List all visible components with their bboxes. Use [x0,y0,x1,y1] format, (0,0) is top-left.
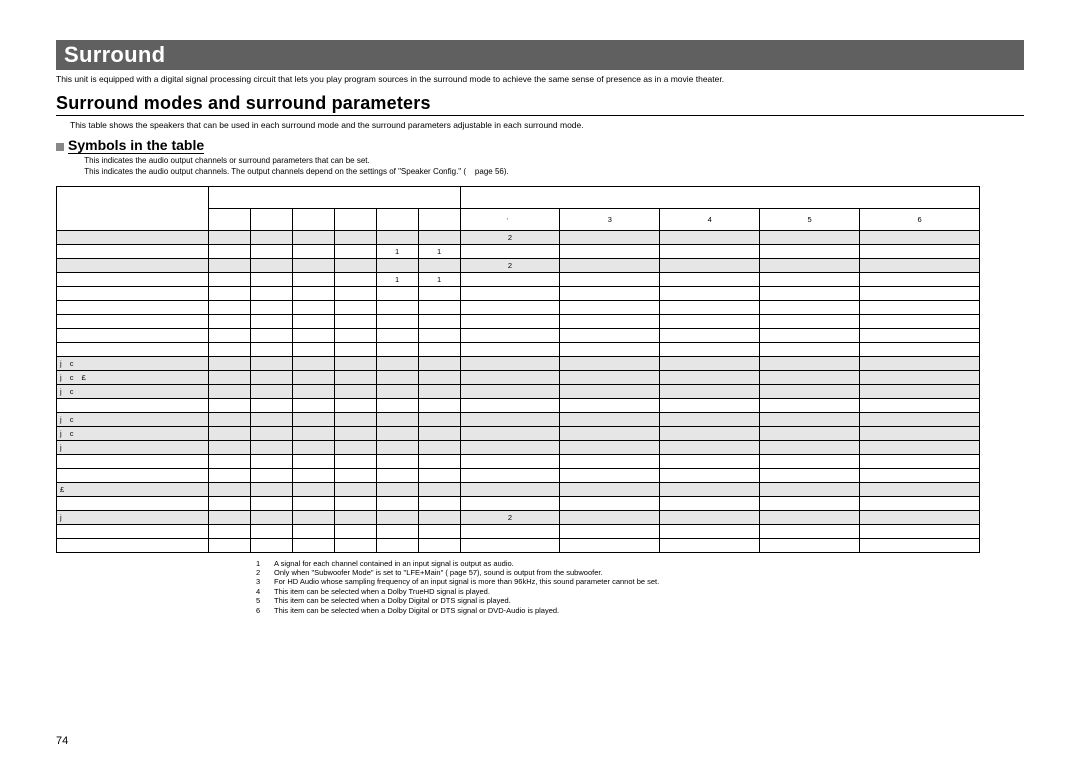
page-number: 74 [56,735,68,747]
footnotes: 1A signal for each channel contained in … [56,559,1024,615]
page-title-bar: Surround [56,40,1024,70]
section-heading: Surround modes and surround parameters [56,93,1024,116]
parameters-table: ,3456211211j cj c £j cj cj cj£j2 [56,186,980,553]
section-intro: This table shows the speakers that can b… [56,120,1024,131]
h3-bullet [56,143,64,151]
symbols-lines: This indicates the audio output channels… [56,156,1024,178]
symbols-heading: Symbols in the table [68,137,204,154]
intro-text: This unit is equipped with a digital sig… [56,74,1024,85]
